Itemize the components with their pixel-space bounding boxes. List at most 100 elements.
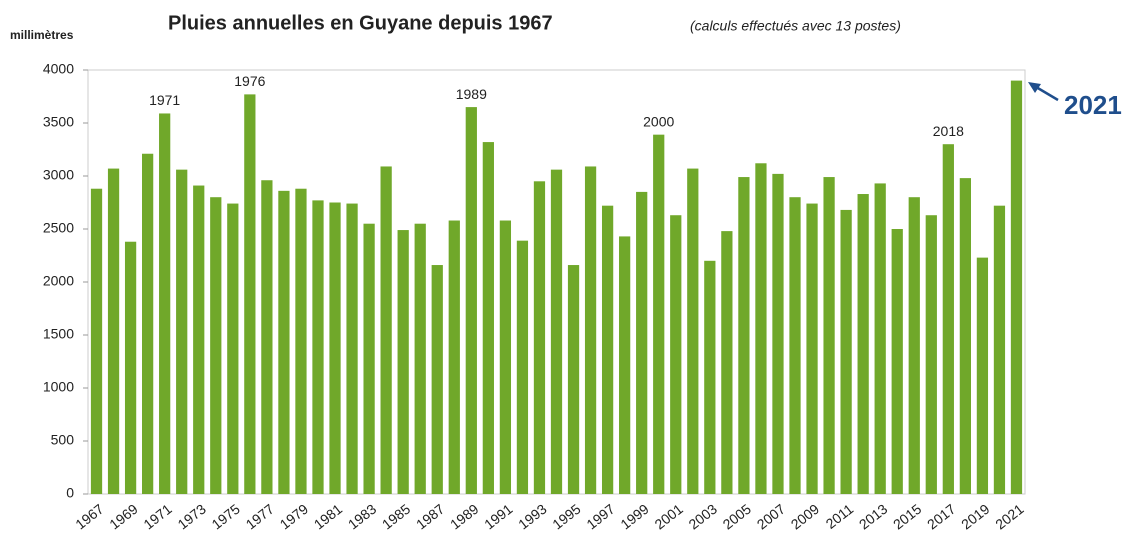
bar (823, 177, 835, 494)
x-tick-label: 2015 (890, 501, 925, 533)
bar (755, 163, 767, 494)
bar (908, 197, 920, 494)
chart-title: Pluies annuelles en Guyane depuis 1967 (168, 12, 553, 34)
x-tick-label: 2007 (754, 501, 789, 533)
bar (738, 177, 750, 494)
bar (431, 265, 443, 494)
y-tick-label: 2500 (43, 220, 74, 236)
x-tick-label: 2001 (651, 501, 686, 533)
bar (142, 153, 154, 495)
bar (210, 197, 222, 494)
x-tick-label: 2005 (720, 501, 755, 533)
bar (891, 229, 903, 494)
chart-subtitle: (calculs effectués avec 13 postes) (690, 18, 901, 34)
bar (465, 107, 477, 494)
x-tick-label: 2017 (924, 501, 959, 533)
bar (687, 168, 699, 494)
y-axis-label: millimètres (10, 28, 74, 42)
bar-annotation: 2000 (643, 113, 674, 129)
bar (261, 180, 273, 495)
x-tick-label: 2021 (992, 501, 1027, 533)
bar (346, 203, 358, 494)
x-tick-label: 1977 (243, 501, 278, 533)
x-tick-label: 1999 (617, 501, 652, 533)
x-tick-label: 1995 (549, 501, 584, 533)
x-tick-label: 1997 (583, 501, 618, 533)
bar (499, 220, 512, 494)
bar (124, 241, 137, 494)
bar (312, 200, 324, 494)
bar (278, 190, 290, 494)
y-tick-label: 1500 (43, 326, 74, 342)
bar-annotation: 1976 (234, 73, 265, 89)
bar (1010, 80, 1023, 494)
bar (363, 223, 375, 494)
bar (874, 183, 886, 495)
bar (653, 134, 665, 494)
bar (193, 185, 205, 495)
x-tick-label: 2003 (686, 501, 721, 533)
x-tick-label: 2013 (856, 501, 891, 533)
x-tick-label: 2019 (958, 501, 993, 533)
y-tick-label: 4000 (43, 61, 74, 77)
x-tick-label: 1967 (72, 501, 107, 533)
y-tick-label: 3500 (43, 114, 74, 130)
x-tick-label: 1991 (481, 501, 516, 533)
bar (976, 257, 989, 494)
bar (414, 223, 426, 494)
x-tick-label: 1983 (345, 501, 380, 533)
x-tick-label: 1969 (106, 501, 141, 533)
bar (176, 169, 188, 494)
bar (959, 178, 971, 494)
highlight-arrowhead (1028, 82, 1041, 93)
bar-annotation: 2018 (933, 123, 964, 139)
bar (567, 265, 580, 494)
x-tick-label: 2011 (823, 501, 857, 532)
x-tick-label: 1993 (515, 501, 550, 533)
bar (550, 169, 563, 494)
bar (159, 113, 171, 495)
highlight-label: 2021 (1064, 90, 1122, 120)
bar (721, 231, 733, 494)
x-tick-label: 2009 (788, 501, 823, 533)
bar (380, 166, 392, 494)
y-tick-label: 0 (66, 485, 74, 501)
y-tick-label: 1000 (43, 379, 74, 395)
bar (942, 144, 954, 494)
bar (584, 166, 597, 494)
bar (295, 188, 307, 494)
bar (244, 94, 256, 494)
bar (227, 203, 239, 494)
bar (789, 197, 801, 494)
y-tick-label: 3000 (43, 167, 74, 183)
bar (670, 215, 682, 494)
x-tick-label: 1985 (379, 501, 414, 533)
x-tick-label: 1989 (447, 501, 482, 533)
y-tick-label: 2000 (43, 273, 74, 289)
bar-annotation: 1971 (149, 92, 180, 108)
bar (397, 230, 409, 494)
bar (636, 191, 648, 494)
bar (840, 209, 852, 495)
bar (601, 205, 614, 494)
bar (619, 236, 631, 495)
x-tick-label: 1979 (277, 501, 312, 533)
bar (993, 205, 1006, 494)
bar (772, 173, 784, 494)
bar (704, 260, 716, 494)
bar (533, 181, 546, 495)
bar (857, 194, 869, 494)
bar (329, 202, 341, 494)
bar (516, 240, 529, 494)
bar (925, 215, 937, 494)
bar (448, 220, 460, 494)
bar (806, 203, 818, 494)
y-tick-label: 500 (51, 432, 75, 448)
x-tick-label: 1971 (140, 501, 175, 533)
x-tick-label: 1987 (413, 501, 448, 533)
x-tick-label: 1975 (209, 501, 244, 533)
bar (482, 142, 494, 494)
bar (90, 188, 103, 494)
x-tick-label: 1973 (174, 501, 209, 533)
